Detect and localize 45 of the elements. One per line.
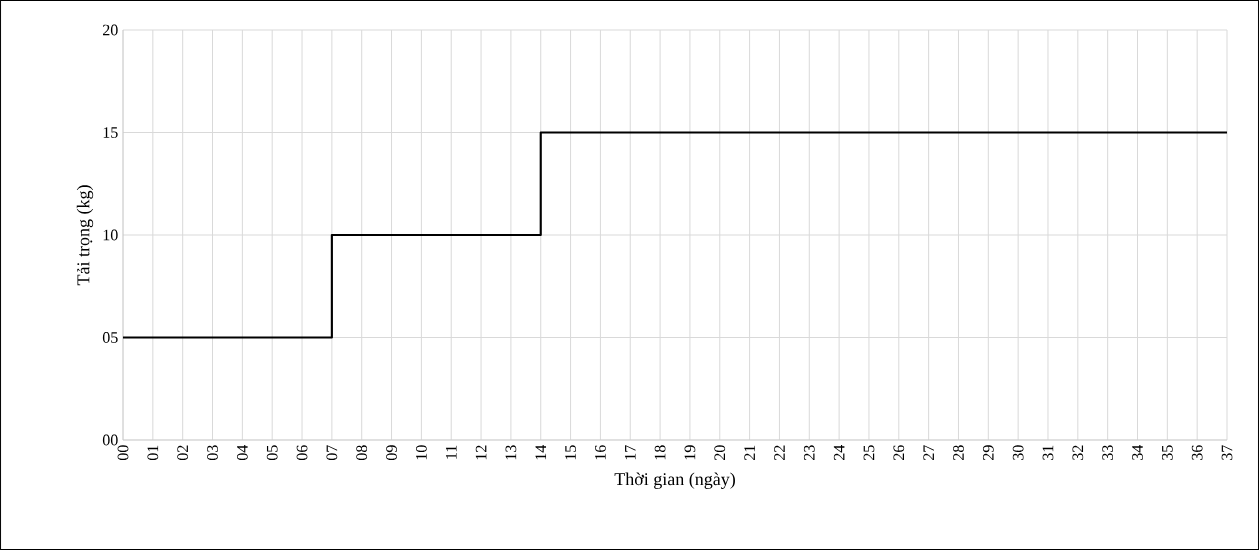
x-tick-label: 32 xyxy=(1072,445,1084,460)
x-tick-label: 23 xyxy=(803,445,815,460)
x-tick-label: 01 xyxy=(147,445,159,461)
x-tick-label: 33 xyxy=(1102,445,1114,460)
y-axis-title: Tải trọng (kg) xyxy=(76,185,94,286)
x-tick-label: 27 xyxy=(923,445,934,460)
x-tick-label: 29 xyxy=(982,445,994,460)
x-tick-label: 06 xyxy=(296,445,308,461)
x-tick-label: 00 xyxy=(117,445,129,461)
x-tick-label: 35 xyxy=(1161,445,1173,460)
x-tick-label: 21 xyxy=(744,445,755,460)
x-tick-label: 17 xyxy=(624,445,636,460)
x-tick-label: 16 xyxy=(595,445,606,460)
x-tick-label: 28 xyxy=(953,445,964,460)
x-tick-label: 07 xyxy=(326,445,338,461)
y-tick-label: 20 xyxy=(103,24,118,36)
x-tick-label: 15 xyxy=(565,445,576,460)
x-axis-title: Thời gian (ngày) xyxy=(614,472,735,489)
x-tick-label: 04 xyxy=(236,444,248,461)
x-tick-label: 30 xyxy=(1012,445,1024,460)
x-tick-label: 25 xyxy=(863,445,875,460)
x-tick-label: 24 xyxy=(833,444,845,460)
x-tick-label: 20 xyxy=(714,445,726,460)
y-tick-label: 10 xyxy=(103,229,118,241)
x-tick-label: 14 xyxy=(535,444,547,460)
x-tick-label: 34 xyxy=(1132,444,1143,460)
x-tick-label: 37 xyxy=(1221,445,1233,460)
x-tick-label: 03 xyxy=(207,445,218,461)
y-tick-label: 05 xyxy=(102,332,118,343)
x-tick-label: 26 xyxy=(893,445,905,460)
x-tick-label: 19 xyxy=(684,445,696,460)
x-tick-label: 31 xyxy=(1042,445,1054,460)
x-tick-label: 02 xyxy=(177,445,189,461)
x-tick-label: 12 xyxy=(475,445,487,460)
x-tick-label: 11 xyxy=(445,445,457,459)
x-tick-label: 18 xyxy=(654,445,666,460)
y-tick-label: 15 xyxy=(103,127,118,138)
x-tick-label: 05 xyxy=(266,445,278,461)
x-tick-label: 08 xyxy=(356,445,368,461)
x-tick-label: 09 xyxy=(386,445,397,461)
y-tick-label: 00 xyxy=(102,434,118,446)
x-tick-label: 36 xyxy=(1191,445,1203,460)
x-tick-label: 22 xyxy=(774,445,785,460)
x-tick-label: 13 xyxy=(505,445,517,460)
x-tick-label: 10 xyxy=(415,445,427,460)
